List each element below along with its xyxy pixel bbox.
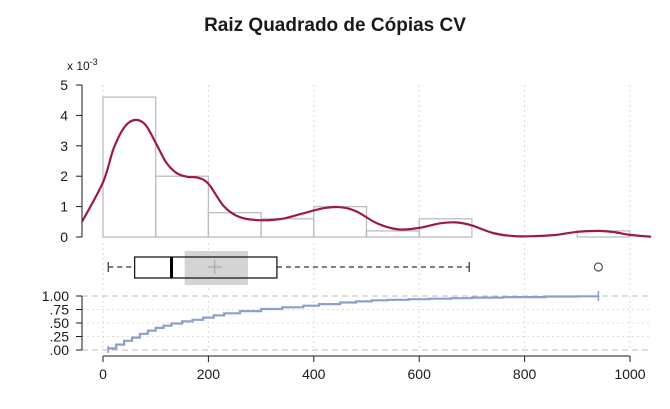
hist-y-tick-label: 2 — [60, 168, 68, 184]
histogram-panel: 0 1 2 3 4 5 — [60, 77, 652, 245]
ecdf-y-tick-label: .75 — [50, 302, 70, 318]
y-scale-label-base: x 10 — [67, 59, 90, 73]
hist-y-tick-label: 4 — [60, 107, 68, 123]
ecdf-step-line — [107, 295, 600, 350]
boxplot-outlier — [593, 262, 603, 272]
histogram-bar — [207, 212, 262, 238]
hist-y-tick-label: 1 — [60, 199, 68, 215]
x-tick-label: 200 — [197, 366, 221, 382]
x-tick-label: 400 — [302, 366, 326, 382]
hist-y-tick-label: 5 — [60, 77, 68, 93]
ecdf-y-tick-label: 1.00 — [42, 288, 69, 304]
x-tick-label: 800 — [513, 366, 537, 382]
x-tick-label: 600 — [408, 366, 432, 382]
y-scale-label: x 10-3 — [67, 57, 98, 73]
x-tick-label: 0 — [99, 366, 107, 382]
ecdf-y-tick-label: .00 — [50, 342, 70, 358]
hist-y-tick-label: 3 — [60, 138, 68, 154]
histogram-bar — [418, 218, 473, 238]
ecdf-y-tick-label: .25 — [50, 329, 70, 345]
boxplot-box — [133, 256, 278, 279]
boxplot-mean-band — [184, 251, 248, 285]
y-scale-label-exponent: -3 — [90, 57, 98, 67]
boxplot-panel — [102, 243, 631, 290]
histogram-bar — [365, 230, 420, 238]
density-curve — [81, 118, 652, 238]
svg-text:x 10-3: x 10-3 — [67, 57, 98, 73]
x-tick-label: 1000 — [614, 366, 645, 382]
hist-y-tick-label: 0 — [60, 229, 68, 245]
ecdf-y-tick-label: .50 — [50, 315, 70, 331]
histogram-bar — [313, 205, 368, 238]
histogram-bar — [102, 96, 157, 238]
chart-title: Raiz Quadrado de Cópias CV — [204, 15, 466, 36]
ecdf-panel: 1.00.75.50.25.00 — [42, 288, 650, 358]
x-axis: 0 200 400 600 800 1000 — [99, 355, 646, 382]
histogram-bar — [260, 218, 315, 238]
histogram-bar — [155, 175, 210, 238]
